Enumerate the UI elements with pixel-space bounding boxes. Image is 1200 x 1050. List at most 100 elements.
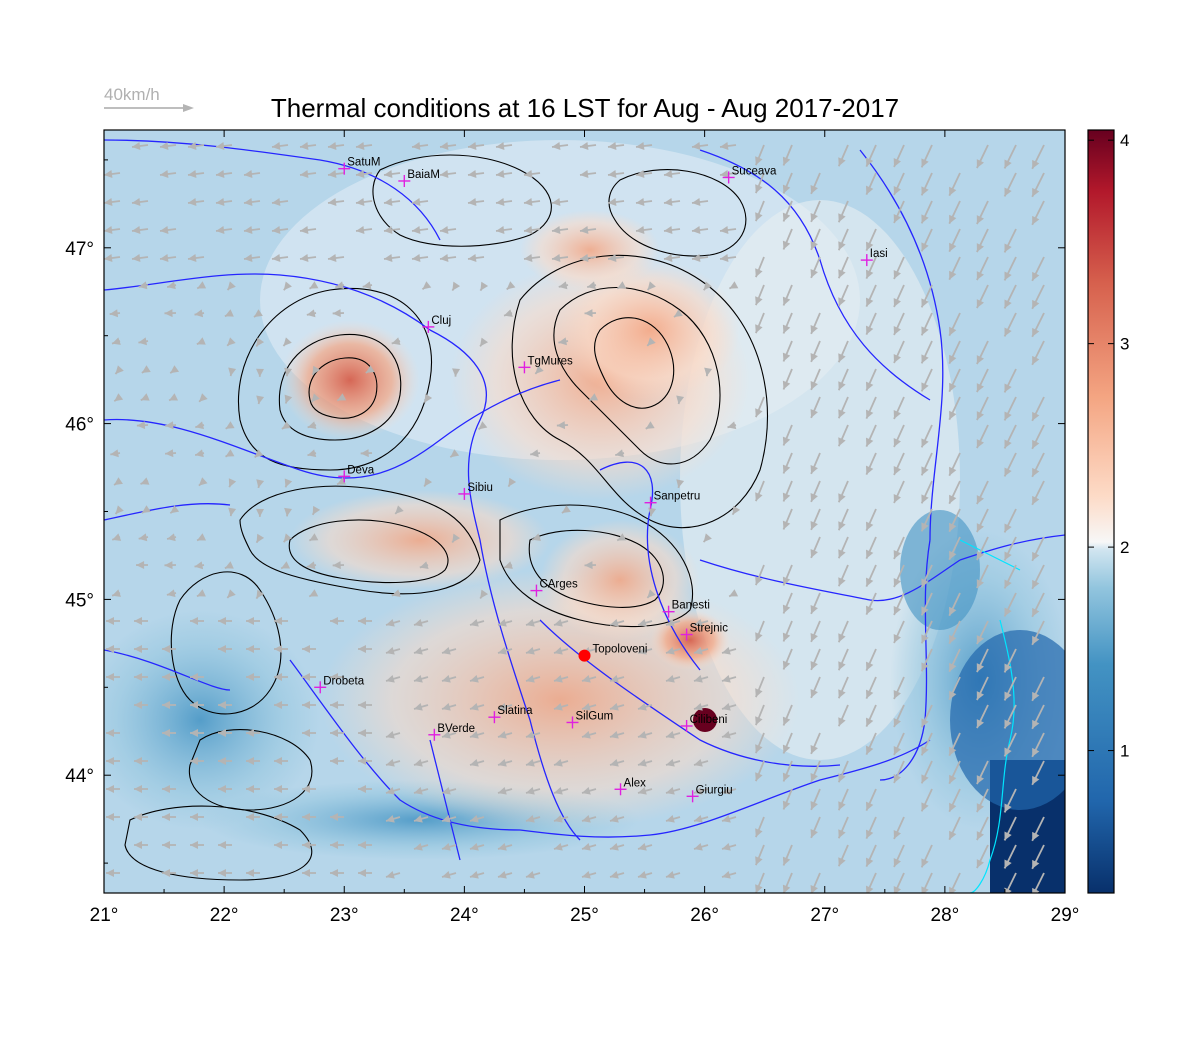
wind-arrow-head bbox=[732, 505, 741, 515]
wind-arrow-head bbox=[666, 786, 675, 795]
wind-arrow-head bbox=[921, 662, 929, 672]
wind-arrow-head bbox=[110, 449, 119, 458]
wind-arrow-head bbox=[647, 589, 656, 598]
wind-arrow-head bbox=[921, 214, 929, 224]
wind-arrow-head bbox=[194, 561, 204, 570]
city-sibiu: Sibiu bbox=[458, 482, 493, 500]
wind-arrow-head bbox=[1004, 271, 1012, 281]
wind-arrow-head bbox=[638, 842, 647, 851]
wind-arrow-head bbox=[440, 226, 449, 234]
wind-arrow-head bbox=[720, 254, 729, 262]
wind-arrow-head bbox=[1004, 747, 1012, 757]
wind-arrow-head bbox=[720, 142, 729, 150]
wind-arrow-head bbox=[132, 226, 141, 234]
wind-arrow-head bbox=[782, 156, 791, 166]
wind-arrow-head bbox=[893, 774, 901, 783]
wind-arrow-head bbox=[664, 170, 673, 178]
wind-arrow-head bbox=[526, 758, 535, 767]
wind-arrow-head bbox=[1004, 439, 1012, 449]
wind-arrow-head bbox=[1004, 551, 1012, 561]
wind-arrow-head bbox=[976, 355, 985, 365]
wind-arrow-head bbox=[810, 184, 818, 194]
wind-scale-legend: 40km/h bbox=[104, 85, 194, 112]
wind-arrow-head bbox=[244, 254, 253, 262]
wind-arrow-head bbox=[218, 785, 226, 793]
wind-arrow-head bbox=[782, 576, 791, 586]
wind-arrow-head bbox=[838, 353, 846, 363]
wind-arrow-head bbox=[115, 365, 124, 374]
wind-arrow-head bbox=[134, 841, 142, 849]
wind-arrow-head bbox=[162, 645, 170, 653]
wind-arrow-head bbox=[165, 449, 174, 458]
wind-arrow-head bbox=[424, 393, 433, 403]
wind-arrow-head bbox=[225, 421, 235, 429]
wind-arrow-head bbox=[274, 785, 282, 793]
wind-arrow-head bbox=[949, 746, 957, 756]
wind-arrow-head bbox=[893, 746, 901, 755]
wind-arrow-head bbox=[949, 550, 957, 560]
wind-arrow-head bbox=[552, 226, 561, 234]
wind-arrow-head bbox=[976, 299, 985, 309]
wind-arrow-head bbox=[330, 729, 338, 737]
wind-arrow-head bbox=[134, 617, 142, 625]
wind-arrow-head bbox=[1032, 467, 1040, 477]
wind-arrow-head bbox=[162, 841, 170, 849]
wind-arrow-head bbox=[838, 437, 846, 447]
wind-arrow-head bbox=[755, 744, 763, 754]
wind-arrow-head bbox=[414, 618, 423, 627]
wind-arrow-head bbox=[218, 645, 226, 653]
city-label: Giurgiu bbox=[696, 784, 733, 796]
wind-arrow-head bbox=[645, 421, 655, 429]
city-iasi: Iasi bbox=[860, 248, 888, 267]
wind-arrow-head bbox=[106, 617, 114, 625]
wind-arrow-head bbox=[976, 439, 985, 449]
wind-arrow-head bbox=[838, 689, 846, 699]
wind-arrow-head bbox=[218, 701, 226, 709]
wind-arrow-head bbox=[274, 617, 282, 625]
wind-arrow-head bbox=[921, 774, 929, 784]
wind-arrow-head bbox=[615, 449, 624, 458]
wind-arrow-head bbox=[617, 281, 627, 289]
city-label: Iasi bbox=[870, 248, 888, 260]
wind-arrow-head bbox=[782, 324, 791, 334]
wind-arrow-head bbox=[1004, 887, 1012, 893]
wind-arrow-head bbox=[755, 268, 763, 278]
wind-arrow-head bbox=[694, 646, 703, 655]
wind-arrow-head bbox=[893, 270, 901, 279]
wind-arrow-head bbox=[440, 142, 449, 150]
wind-arrow-head bbox=[283, 533, 292, 543]
wind-arrow-head bbox=[810, 352, 818, 362]
wind-arrow-head bbox=[535, 365, 544, 374]
wind-arrow-head bbox=[190, 813, 198, 821]
wind-arrow-head bbox=[104, 254, 113, 262]
wind-arrow-head bbox=[838, 773, 846, 783]
wind-arrow-head bbox=[584, 309, 593, 318]
wind-arrow-head bbox=[470, 758, 479, 767]
wind-arrow-head bbox=[648, 507, 657, 517]
wind-arrow-head bbox=[782, 184, 791, 194]
map-panel: SatuM BaiaM Suceava Iasi Cluj TgMures Deva Sibi… bbox=[104, 130, 1065, 893]
wind-arrow-head bbox=[496, 198, 505, 206]
city-label: Alex bbox=[624, 777, 647, 789]
wind-arrow-head bbox=[452, 281, 461, 291]
wind-arrow-head bbox=[330, 841, 338, 849]
wind-arrow-head bbox=[722, 870, 731, 879]
wind-arrow-head bbox=[865, 185, 874, 195]
wind-arrow-head bbox=[442, 674, 451, 683]
wind-arrow-head bbox=[160, 170, 169, 178]
wind-arrow-head bbox=[197, 533, 207, 541]
wind-arrow-head bbox=[1004, 691, 1012, 701]
city-label: BVerde bbox=[437, 723, 475, 735]
wind-arrow-head bbox=[1004, 467, 1012, 477]
wind-arrow-head bbox=[722, 786, 731, 795]
wind-arrow-head bbox=[283, 281, 292, 291]
city-giurgiu: Giurgiu bbox=[686, 784, 733, 803]
wind-arrow-head bbox=[810, 688, 818, 698]
wind-arrow-head bbox=[893, 830, 901, 839]
wind-arrow-head bbox=[810, 828, 818, 838]
wind-arrow-head bbox=[272, 198, 281, 206]
wind-arrow-head bbox=[526, 674, 535, 683]
wind-arrows bbox=[104, 142, 1045, 893]
wind-arrow-head bbox=[893, 354, 901, 363]
wind-arrow-head bbox=[976, 859, 985, 869]
